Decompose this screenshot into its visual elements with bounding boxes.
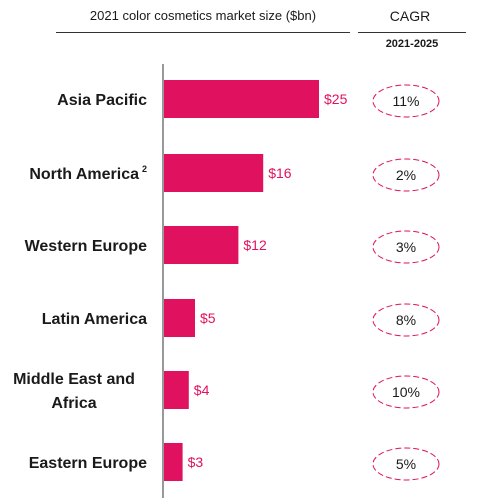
chart-title: 2021 color cosmetics market size ($bn) (89, 8, 317, 23)
category-label: Africa (51, 395, 96, 412)
value-label: $5 (200, 310, 216, 326)
cagr-value: 10% (392, 384, 420, 400)
cagr-header-rule (358, 32, 466, 33)
bar (164, 226, 239, 264)
category-label: Eastern Europe (29, 455, 147, 472)
cagr-oval (372, 375, 440, 409)
chart-title-rule (56, 32, 350, 33)
cagr-value: 2% (396, 167, 416, 183)
value-label: $25 (324, 91, 348, 107)
bar (164, 371, 189, 409)
cagr-period: 2021-2025 (385, 38, 439, 50)
category-label: Western Europe (25, 238, 148, 255)
cagr-value: 11% (393, 93, 420, 109)
category-label: Latin America (42, 311, 147, 328)
footnote-marker: 2 (142, 164, 147, 174)
value-label: $4 (194, 382, 210, 398)
value-label: $3 (188, 454, 204, 470)
bar (164, 299, 195, 337)
bar (164, 80, 319, 118)
cagr-oval (372, 447, 440, 481)
category-label: Middle East and (13, 371, 135, 388)
cagr-oval (372, 230, 440, 264)
bar (164, 154, 264, 192)
cagr-value: 3% (396, 239, 416, 255)
value-label: $12 (243, 237, 267, 253)
cagr-oval (372, 158, 440, 192)
cagr-value: 5% (396, 456, 416, 472)
cagr-oval (372, 84, 440, 118)
value-label: $16 (268, 165, 292, 181)
cagr-value: 8% (396, 312, 416, 328)
category-label: North America (29, 166, 139, 183)
bar (164, 443, 183, 481)
cagr-oval (372, 303, 440, 337)
category-label: Asia Pacific (57, 92, 147, 109)
cagr-header: CAGR (389, 8, 431, 24)
